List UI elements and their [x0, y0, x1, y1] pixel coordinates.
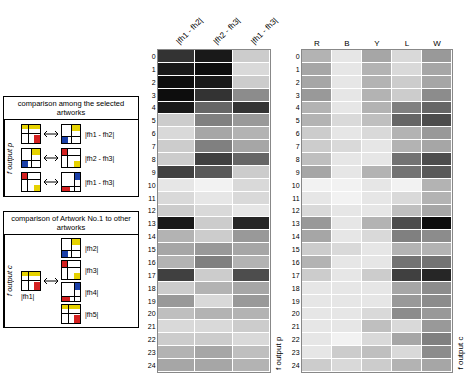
svg-text:4: 4: [152, 104, 156, 111]
html-text:|fh1|: |fh1|: [21, 292, 35, 300]
html-text:comparison among the selected: comparison among the selected artworks: [17, 99, 125, 117]
svg-text:2: 2: [296, 79, 300, 86]
svg-text:W: W: [433, 39, 441, 48]
svg-text:14: 14: [148, 233, 156, 240]
svg-text:4: 4: [296, 104, 300, 111]
svg-text:12: 12: [148, 207, 156, 214]
svg-text:5: 5: [296, 117, 300, 124]
html-text:|fh2 - fh3|: |fh2 - fh3|: [85, 154, 115, 162]
svg-text:2: 2: [152, 79, 156, 86]
svg-text:17: 17: [148, 272, 156, 279]
svg-text:20: 20: [148, 310, 156, 317]
svg-text:24: 24: [292, 362, 300, 369]
html-text:|fh3|: |fh3|: [85, 266, 99, 274]
svg-text:|fh1 - fh3|: |fh1 - fh3|: [249, 16, 279, 46]
html-text:|fh1 - fh3|: |fh1 - fh3|: [85, 178, 115, 186]
svg-text:17: 17: [292, 272, 300, 279]
svg-text:12: 12: [292, 207, 300, 214]
svg-text:0: 0: [296, 53, 300, 60]
html-text:|fh1 - fh2|: |fh1 - fh2|: [85, 130, 115, 138]
svg-text:14: 14: [292, 233, 300, 240]
svg-text:13: 13: [292, 220, 300, 227]
svg-text:|fh1 - fh2|: |fh1 - fh2|: [175, 16, 205, 46]
html-text:f output p: f output p: [5, 142, 14, 174]
svg-text:B: B: [344, 39, 349, 48]
html-text:comparison of Artwork No.1 to: comparison of Artwork No.1 to other artw…: [11, 214, 131, 232]
svg-text:13: 13: [148, 220, 156, 227]
svg-text:Y: Y: [374, 39, 380, 48]
svg-text:10: 10: [148, 182, 156, 189]
html-text:f output c: f output c: [5, 265, 14, 297]
svg-text:19: 19: [148, 298, 156, 305]
svg-text:7: 7: [152, 143, 156, 150]
svg-text:20: 20: [292, 310, 300, 317]
svg-text:18: 18: [292, 285, 300, 292]
svg-text:3: 3: [152, 92, 156, 99]
svg-text:22: 22: [148, 336, 156, 343]
svg-text:21: 21: [292, 323, 300, 330]
svg-text:3: 3: [296, 92, 300, 99]
svg-text:|fh2 - fh3|: |fh2 - fh3|: [212, 16, 242, 46]
svg-text:9: 9: [152, 169, 156, 176]
svg-text:15: 15: [292, 246, 300, 253]
svg-text:1: 1: [296, 66, 300, 73]
html-text:|fh2|: |fh2|: [85, 244, 99, 252]
svg-text:16: 16: [148, 259, 156, 266]
svg-text:23: 23: [292, 349, 300, 356]
svg-text:6: 6: [152, 130, 156, 137]
svg-text:11: 11: [148, 195, 155, 202]
svg-text:22: 22: [292, 336, 300, 343]
svg-text:L: L: [405, 39, 410, 48]
svg-text:7: 7: [296, 143, 300, 150]
svg-text:8: 8: [152, 156, 156, 163]
svg-text:24: 24: [148, 362, 156, 369]
svg-text:1: 1: [152, 66, 156, 73]
svg-text:19: 19: [292, 298, 300, 305]
svg-text:5: 5: [152, 117, 156, 124]
svg-text:11: 11: [292, 195, 299, 202]
svg-text:10: 10: [292, 182, 300, 189]
svg-text:9: 9: [296, 169, 300, 176]
svg-text:15: 15: [148, 246, 156, 253]
html-text:|fh4|: |fh4|: [85, 288, 99, 296]
svg-text:6: 6: [296, 130, 300, 137]
svg-text:0: 0: [152, 53, 156, 60]
svg-text:8: 8: [296, 156, 300, 163]
svg-text:f output p: f output p: [274, 336, 283, 370]
svg-text:f output c: f output c: [456, 337, 465, 370]
svg-text:23: 23: [148, 349, 156, 356]
svg-text:R: R: [314, 39, 320, 48]
svg-text:21: 21: [148, 323, 156, 330]
html-text:|fh5|: |fh5|: [85, 310, 99, 318]
svg-text:18: 18: [148, 285, 156, 292]
svg-text:16: 16: [292, 259, 300, 266]
